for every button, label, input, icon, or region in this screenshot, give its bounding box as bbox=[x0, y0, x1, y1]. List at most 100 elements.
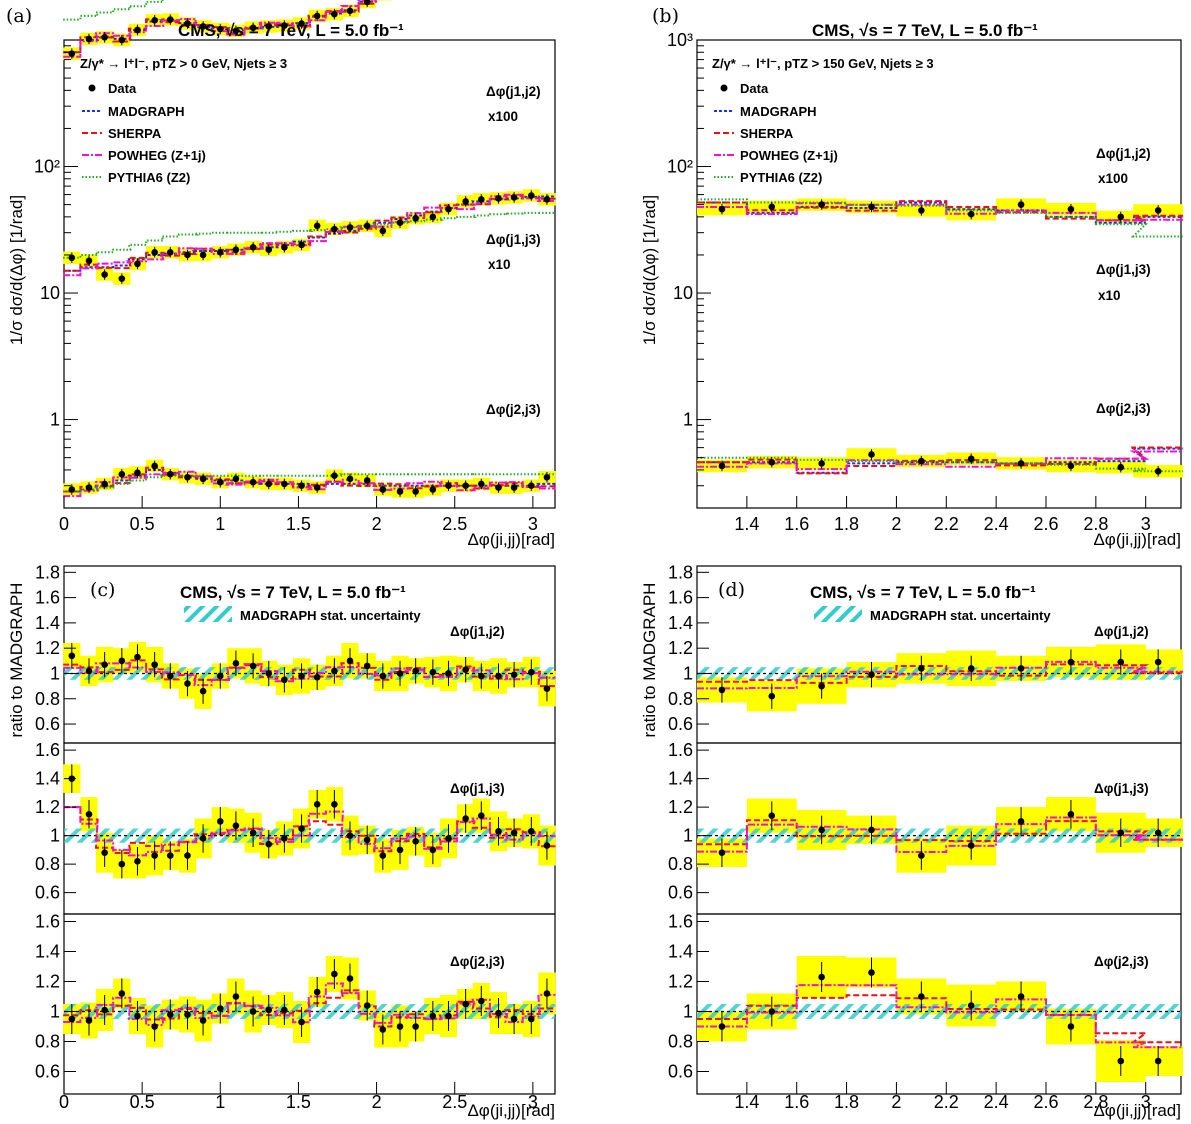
powheg-curve bbox=[697, 450, 1184, 471]
ratio-point bbox=[868, 826, 875, 834]
legend-madgraph-label: MADGRAPH bbox=[108, 104, 185, 119]
ratio-y-tick-label: 1 bbox=[50, 663, 60, 683]
ratio-point bbox=[216, 818, 224, 825]
data-point bbox=[396, 488, 404, 495]
ratio-y-tick-label: 1.6 bbox=[35, 912, 60, 932]
ratio-y-tick-label: 1.4 bbox=[668, 613, 693, 633]
ratio-point bbox=[477, 812, 485, 819]
data-point bbox=[543, 196, 551, 203]
ratio-y-tick-label: 1.4 bbox=[35, 613, 60, 633]
ratio-point bbox=[166, 1011, 174, 1018]
data-point bbox=[85, 484, 93, 491]
data-point bbox=[1067, 462, 1075, 470]
data-point bbox=[265, 246, 273, 254]
data-point bbox=[85, 35, 93, 43]
ratio-point bbox=[528, 1015, 535, 1023]
data-point bbox=[216, 478, 224, 486]
ratio-y-tick-label: 1.4 bbox=[668, 942, 693, 962]
ratio-y-tick-label: 0.6 bbox=[668, 714, 693, 734]
ratio-point bbox=[412, 667, 419, 675]
x-tick-label: 2.5 bbox=[442, 514, 467, 534]
ratio-y-tick-label: 1.6 bbox=[35, 588, 60, 608]
ratio-x-tick-label: 0.5 bbox=[130, 1092, 155, 1112]
ylabel-c: ratio to MADGRAPH bbox=[7, 583, 26, 738]
ratio-point bbox=[543, 842, 551, 849]
annot-b-j1j2: Δφ(j1,j2) bbox=[1096, 146, 1151, 161]
data-point bbox=[412, 488, 419, 495]
ratio-point bbox=[134, 1012, 141, 1020]
data-point bbox=[232, 475, 240, 483]
data-point bbox=[346, 224, 354, 231]
y-tick-label: 1 bbox=[50, 410, 60, 430]
title-c: CMS, √s = 7 TeV, L = 5.0 fb⁻¹ bbox=[180, 583, 406, 602]
ratio-x-tick-label: 1.8 bbox=[834, 1092, 859, 1112]
ratio-point bbox=[379, 852, 387, 859]
panel-label-b: (b) bbox=[652, 5, 679, 27]
ratio-point bbox=[232, 822, 240, 829]
ratio-x-tick-label: 2.8 bbox=[1083, 1092, 1108, 1112]
ratio-y-tick-label: 1.6 bbox=[35, 740, 60, 760]
ratio-y-tick-label: 1.8 bbox=[668, 562, 693, 582]
powheg-ratio bbox=[63, 662, 556, 687]
ratio-point bbox=[543, 685, 551, 692]
x-tick-label: 2.8 bbox=[1083, 514, 1108, 534]
ratio-point bbox=[68, 1015, 76, 1023]
ratio-point bbox=[101, 849, 108, 857]
data-point bbox=[151, 248, 158, 256]
data-point bbox=[166, 470, 174, 478]
ratio-legend-label-d: MADGRAPH stat. uncertainty bbox=[870, 608, 1051, 623]
x-tick-label: 2 bbox=[372, 514, 382, 534]
ratio-point bbox=[718, 686, 726, 694]
ratio-y-tick-label: 0.6 bbox=[668, 883, 693, 903]
x-tick-label: 2.4 bbox=[984, 514, 1009, 534]
y-tick-label: 10² bbox=[34, 157, 60, 177]
ratio-point bbox=[477, 997, 485, 1005]
data-point bbox=[967, 210, 975, 218]
ratio-y-tick-label: 0.8 bbox=[35, 854, 60, 874]
ratio-point bbox=[298, 1018, 305, 1026]
ratio-y-tick-label: 1.4 bbox=[668, 769, 693, 789]
ratio-point bbox=[1154, 829, 1162, 837]
ratio-y-tick-label: 1 bbox=[683, 826, 693, 846]
ratio-point bbox=[412, 838, 419, 845]
ratio-point bbox=[1017, 818, 1025, 825]
ratio-point bbox=[232, 660, 240, 667]
data-point bbox=[818, 460, 825, 467]
data-point bbox=[134, 26, 141, 34]
pythia-curve bbox=[63, 211, 556, 259]
ratio-point bbox=[216, 1005, 224, 1012]
ratio-point bbox=[967, 842, 975, 849]
x-tick-label: 3 bbox=[528, 514, 538, 534]
ratio-point bbox=[445, 1012, 452, 1020]
title-b: CMS, √s = 7 TeV, L = 5.0 fb⁻¹ bbox=[812, 21, 1038, 40]
ratio-point bbox=[918, 993, 925, 1000]
ratio-point bbox=[166, 672, 174, 680]
x-tick-label: 1.8 bbox=[834, 514, 859, 534]
ratio-y-tick-label: 1 bbox=[50, 826, 60, 846]
data-point bbox=[101, 480, 108, 488]
x-tick-label: 1 bbox=[215, 514, 225, 534]
data-point bbox=[346, 475, 354, 483]
x-tick-label: 0.5 bbox=[130, 514, 155, 534]
ratio-point bbox=[199, 1017, 207, 1024]
annot-d-j1j3: Δφ(j1,j3) bbox=[1094, 781, 1149, 796]
ratio-point bbox=[281, 676, 288, 684]
ratio-point bbox=[1117, 1057, 1125, 1065]
ratio-point bbox=[134, 857, 141, 865]
data-point bbox=[265, 23, 273, 30]
legend-data-marker bbox=[720, 84, 728, 92]
y-tick-label: 10³ bbox=[667, 30, 693, 50]
ratio-point bbox=[445, 835, 452, 842]
annot-a-j1j2: Δφ(j1,j2) bbox=[486, 84, 541, 99]
ratio-point bbox=[184, 852, 191, 859]
ratio-x-tick-label: 1 bbox=[215, 1092, 225, 1112]
legend-data-marker bbox=[88, 84, 96, 92]
data-point bbox=[68, 50, 76, 57]
legend-powheg-label: POWHEG (Z+1j) bbox=[740, 148, 838, 163]
ratio-point bbox=[249, 829, 257, 837]
title-d: CMS, √s = 7 TeV, L = 5.0 fb⁻¹ bbox=[810, 583, 1036, 602]
ratio-x-tick-label: 1.6 bbox=[784, 1092, 809, 1112]
data-point bbox=[918, 457, 925, 465]
ratio-point bbox=[249, 1008, 257, 1015]
y-tick-label: 10 bbox=[40, 283, 60, 303]
